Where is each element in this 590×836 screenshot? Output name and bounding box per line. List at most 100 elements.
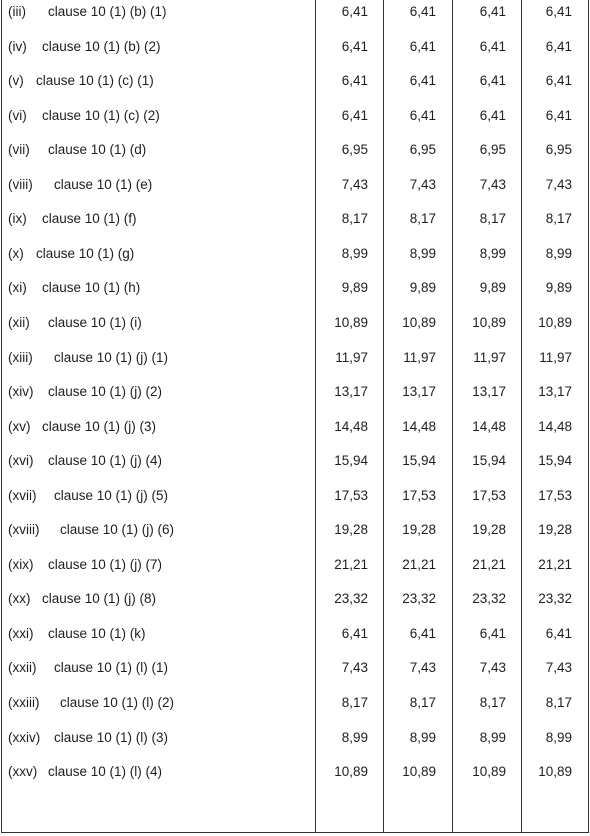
item-number: (xxiv) xyxy=(8,729,41,745)
rate-value: 15,94 xyxy=(334,453,368,469)
rate-value: 10,89 xyxy=(538,314,572,330)
item-number: (xi) xyxy=(8,280,27,296)
item-number: (xvii) xyxy=(8,487,37,503)
item-number: (viii) xyxy=(8,176,33,192)
rate-value: 6,41 xyxy=(479,73,506,89)
clause-reference: clause 10 (1) (b) (2) xyxy=(42,38,161,54)
rate-value: 17,53 xyxy=(334,487,368,503)
rate-value: 17,53 xyxy=(402,487,436,503)
rate-value: 19,28 xyxy=(334,522,368,538)
clause-reference: clause 10 (1) (l) (1) xyxy=(54,660,169,676)
rate-value: 7,43 xyxy=(479,660,506,676)
rate-value: 13,17 xyxy=(334,384,368,400)
rate-value: 14,48 xyxy=(472,418,506,434)
rate-value: 6,41 xyxy=(545,73,572,89)
rate-value: 19,28 xyxy=(472,522,506,538)
clause-reference: clause 10 (1) (f) xyxy=(42,211,137,227)
column-divider xyxy=(452,0,453,833)
rate-value: 6,41 xyxy=(341,38,368,54)
rate-value: 8,17 xyxy=(545,695,572,710)
rate-value: 8,17 xyxy=(341,211,368,227)
clause-reference: clause 10 (1) (c) (1) xyxy=(36,73,154,89)
rate-value: 21,21 xyxy=(402,556,436,572)
rate-value: 23,32 xyxy=(538,591,572,607)
rate-value: 9,89 xyxy=(479,280,506,296)
rate-value: 6,41 xyxy=(479,625,506,641)
rate-value: 10,89 xyxy=(472,764,506,780)
item-number: (xiii) xyxy=(8,349,33,365)
rate-value: 11,97 xyxy=(539,349,572,365)
rate-value: 21,21 xyxy=(472,556,506,572)
item-number: (xxv) xyxy=(8,764,38,780)
rate-value: 13,17 xyxy=(472,384,506,400)
rate-value: 6,41 xyxy=(409,4,436,19)
column-divider xyxy=(383,0,384,833)
clause-reference: clause 10 (1) (j) (1) xyxy=(54,349,169,365)
rate-value: 23,32 xyxy=(334,591,368,607)
rate-value: 10,89 xyxy=(538,764,572,780)
rate-value: 6,41 xyxy=(545,107,572,123)
rate-value: 14,48 xyxy=(334,418,368,434)
rate-value: 6,41 xyxy=(545,38,572,54)
item-number: (xiv) xyxy=(8,384,34,400)
clause-reference: clause 10 (1) (j) (3) xyxy=(42,418,157,434)
rate-value: 6,41 xyxy=(479,38,506,54)
clause-reference: clause 10 (1) (d) xyxy=(48,142,147,158)
clause-reference: clause 10 (1) (e) xyxy=(54,176,153,192)
rate-value: 6,41 xyxy=(341,4,368,19)
column-divider xyxy=(521,0,522,833)
clause-reference: clause 10 (1) (j) (6) xyxy=(60,522,175,538)
rate-value: 17,53 xyxy=(472,487,506,503)
rate-value: 8,17 xyxy=(479,211,506,227)
clause-reference: clause 10 (1) (j) (5) xyxy=(54,487,169,503)
item-number: (ix) xyxy=(8,211,27,227)
rate-value: 6,95 xyxy=(545,142,572,158)
clause-reference: clause 10 (1) (j) (8) xyxy=(42,591,157,607)
item-number: (iii) xyxy=(8,4,26,19)
item-number: (xix) xyxy=(8,556,34,572)
clause-reference: clause 10 (1) (i) xyxy=(48,314,142,330)
rate-value: 19,28 xyxy=(538,522,572,538)
rate-value: 9,89 xyxy=(409,280,436,296)
rate-value: 7,43 xyxy=(341,660,368,676)
clause-reference: clause 10 (1) (l) (2) xyxy=(60,695,175,710)
item-number: (v) xyxy=(8,73,24,89)
rate-value: 7,43 xyxy=(545,660,572,676)
rate-value: 6,41 xyxy=(545,4,572,19)
item-number: (xv) xyxy=(8,418,31,434)
rate-value: 10,89 xyxy=(402,764,436,780)
clause-reference: clause 10 (1) (j) (7) xyxy=(48,556,163,572)
rate-value: 15,94 xyxy=(472,453,506,469)
item-number: (xvi) xyxy=(8,453,34,469)
rate-value: 6,41 xyxy=(479,107,506,123)
rate-value: 8,99 xyxy=(409,245,436,261)
item-number: (xxiii) xyxy=(8,695,40,710)
rate-value: 6,41 xyxy=(545,625,572,641)
item-number: (vi) xyxy=(8,107,27,123)
rate-value: 6,41 xyxy=(409,107,436,123)
rate-value: 6,41 xyxy=(409,38,436,54)
rate-value: 6,41 xyxy=(409,73,436,89)
item-number: (xviii) xyxy=(8,522,40,538)
item-number: (xxii) xyxy=(8,660,37,676)
clause-reference: clause 10 (1) (g) xyxy=(36,245,135,261)
rate-value: 15,94 xyxy=(538,453,572,469)
rate-value: 7,43 xyxy=(545,176,572,192)
rate-value: 7,43 xyxy=(409,176,436,192)
rate-value: 8,99 xyxy=(409,729,436,745)
rate-value: 17,53 xyxy=(538,487,572,503)
item-number: (iv) xyxy=(8,38,27,54)
rate-value: 6,41 xyxy=(479,4,506,19)
item-number: (xxi) xyxy=(8,625,34,641)
rate-value: 8,99 xyxy=(341,245,368,261)
rate-value: 9,89 xyxy=(341,280,368,296)
rate-value: 6,41 xyxy=(341,625,368,641)
clause-reference: clause 10 (1) (l) (4) xyxy=(48,764,163,780)
table-border xyxy=(1,0,2,833)
rate-value: 14,48 xyxy=(402,418,436,434)
item-number: (vii) xyxy=(8,142,30,158)
item-number: (xx) xyxy=(8,591,31,607)
rate-value: 7,43 xyxy=(341,176,368,192)
rate-value: 14,48 xyxy=(538,418,572,434)
